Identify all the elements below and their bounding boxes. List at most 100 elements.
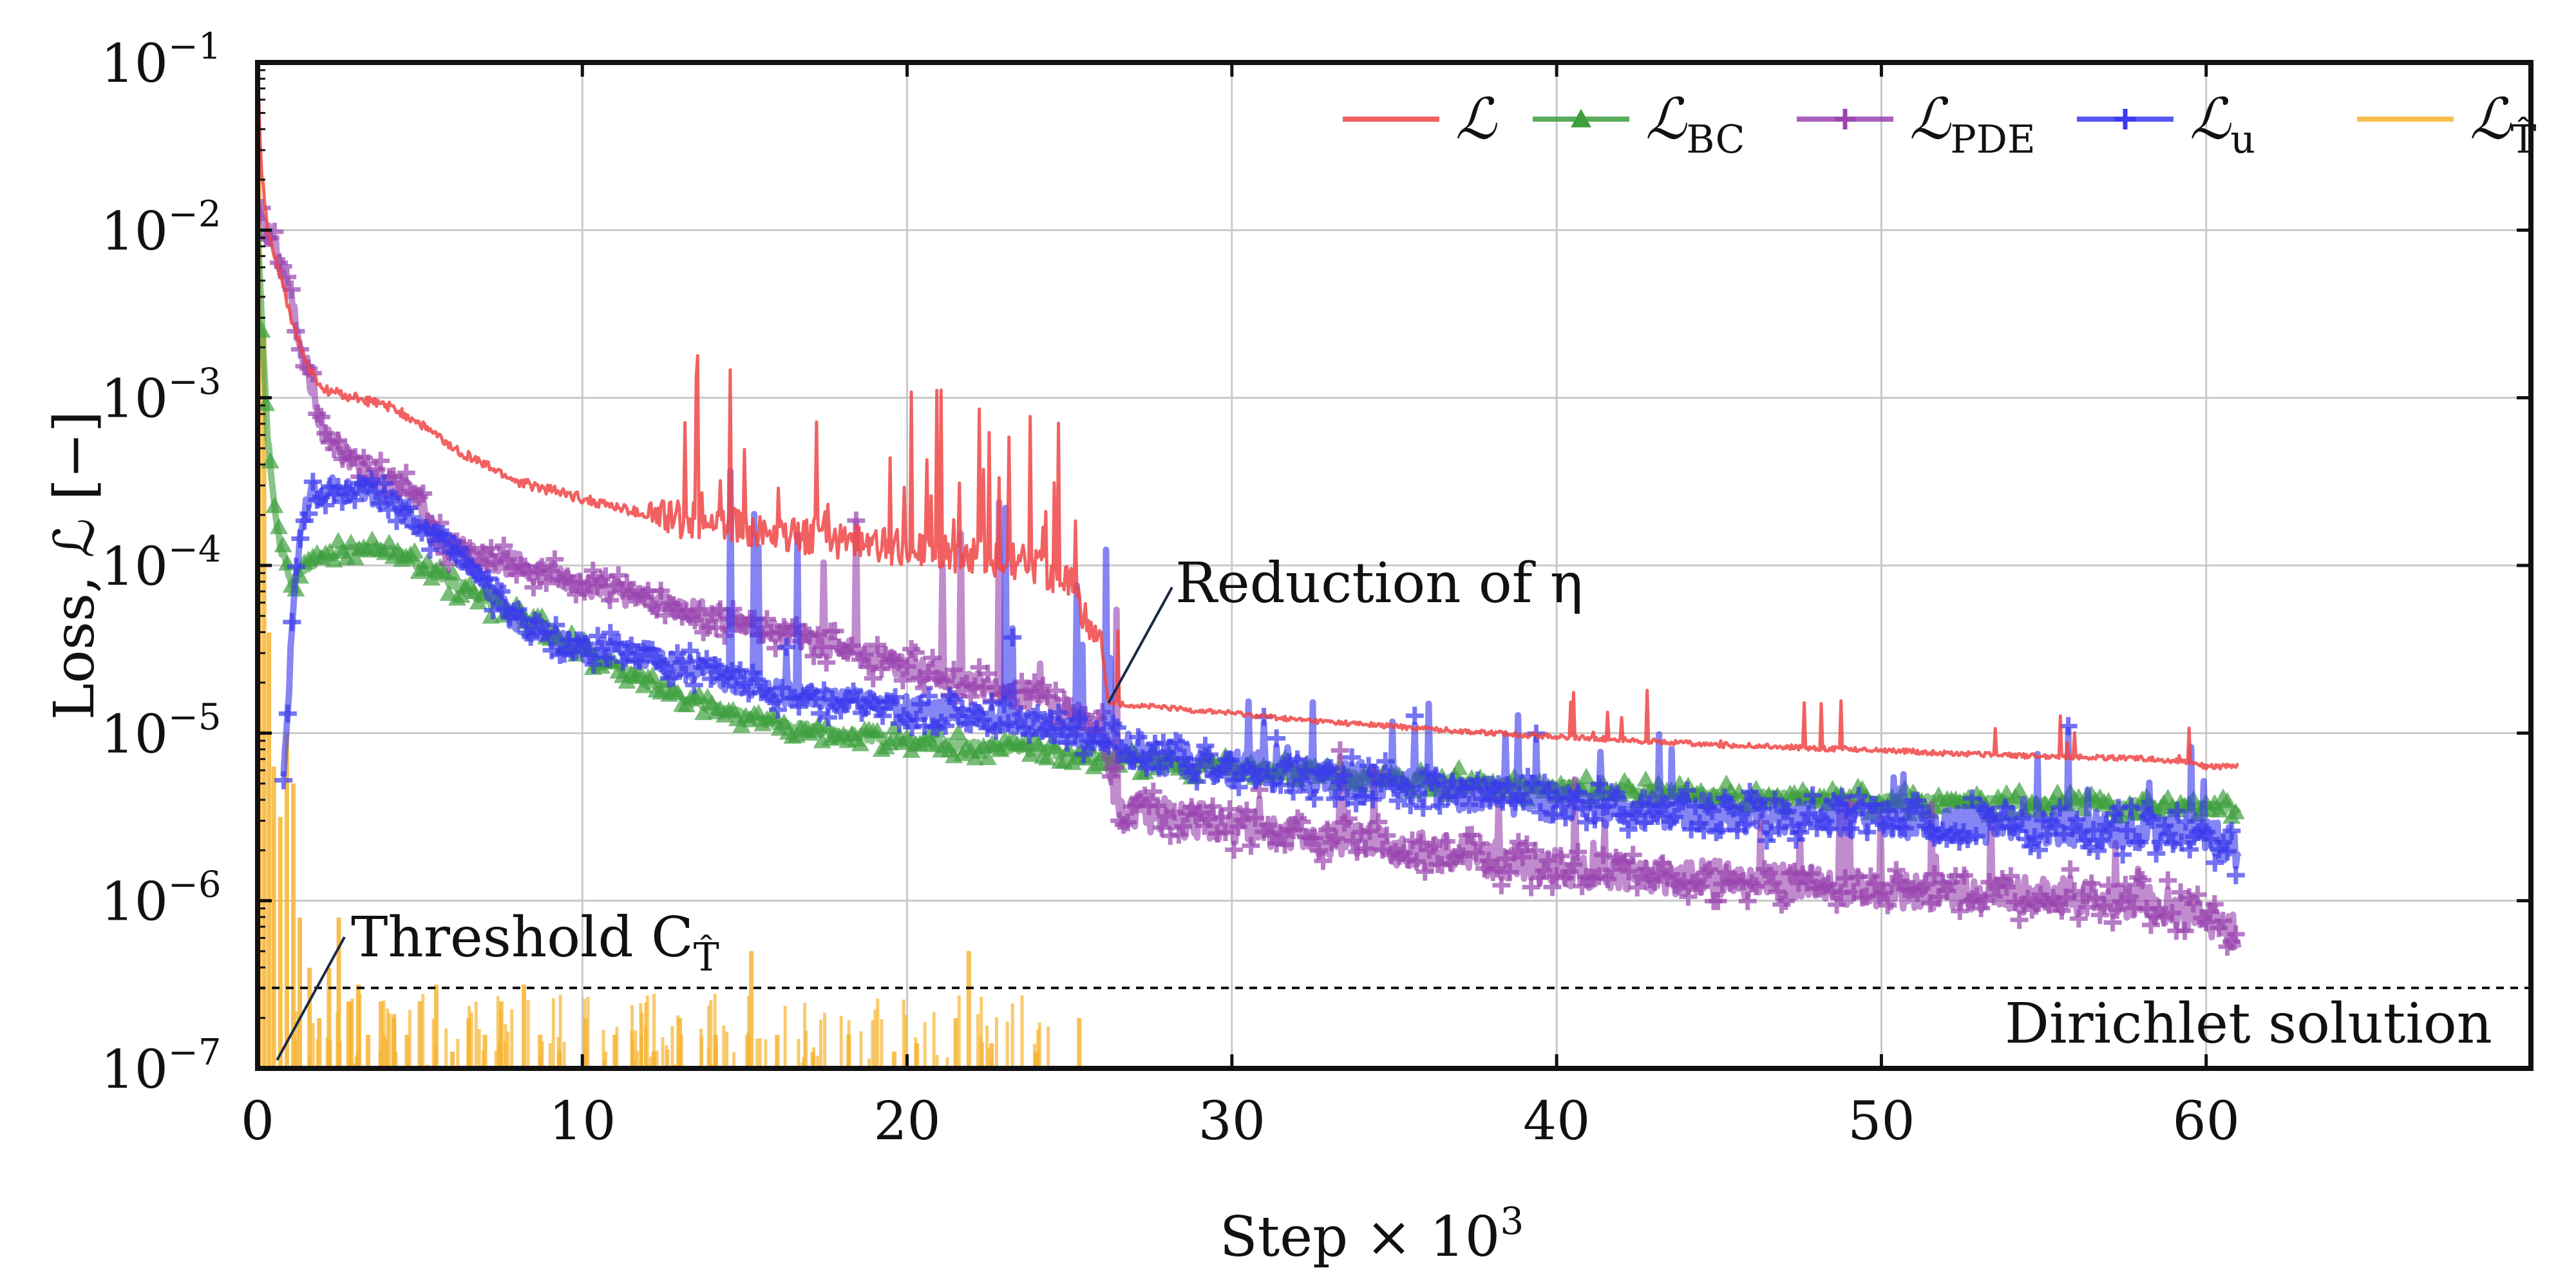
series-marker — [2010, 781, 2029, 798]
series-marker — [1692, 877, 1710, 896]
series-marker — [906, 643, 925, 662]
series-marker — [2159, 871, 2177, 890]
series-marker — [576, 634, 594, 653]
series-marker — [690, 600, 708, 619]
series-marker — [2213, 911, 2232, 930]
series-marker — [397, 464, 415, 482]
series-marker — [1895, 819, 1914, 838]
series-marker — [2050, 799, 2069, 817]
series-marker — [1288, 750, 1307, 769]
series-marker — [400, 498, 419, 517]
series-marker — [1501, 863, 1519, 882]
series-marker — [1144, 782, 1162, 801]
series-marker — [325, 551, 343, 568]
series-marker — [630, 652, 649, 670]
series-marker — [1917, 875, 1935, 894]
series-marker — [1649, 806, 1667, 825]
series-marker — [978, 748, 997, 766]
series-marker — [1620, 862, 1638, 880]
series-marker — [898, 657, 916, 676]
series-marker — [439, 554, 458, 573]
series-marker — [886, 688, 905, 706]
x-axis-label: Step × 103 — [1220, 1199, 1524, 1269]
series-marker — [2038, 826, 2057, 844]
series-marker — [2120, 887, 2139, 906]
series-marker — [1875, 815, 1893, 834]
series-marker — [597, 649, 616, 667]
series-marker — [1141, 744, 1160, 763]
series-total — [258, 64, 2239, 771]
series-marker — [1466, 844, 1485, 862]
series-marker — [1850, 787, 1868, 806]
series-marker — [2226, 802, 2245, 820]
series-marker — [945, 661, 963, 679]
series-marker — [804, 647, 823, 665]
series-marker — [537, 574, 556, 592]
series-marker — [547, 616, 565, 634]
series-marker — [1766, 790, 1785, 809]
series-marker — [1038, 749, 1057, 766]
series-marker — [1730, 782, 1748, 799]
y-tick-label: 10−1 — [101, 26, 222, 95]
series-marker — [618, 574, 636, 592]
series-marker — [1700, 860, 1719, 879]
series-marker — [1108, 718, 1126, 737]
series-marker — [1497, 776, 1516, 795]
series-marker — [1837, 801, 1855, 820]
series-marker — [2175, 922, 2194, 940]
series-marker — [2210, 801, 2228, 818]
series-marker — [1430, 797, 1449, 815]
series-marker — [643, 667, 662, 683]
series-marker — [1958, 829, 1977, 848]
x-tick-label: 0 — [241, 1091, 274, 1152]
series-marker — [2078, 898, 2097, 916]
series-marker — [961, 715, 980, 734]
series-marker — [1267, 729, 1286, 748]
y-tick-label: 10−4 — [101, 529, 222, 598]
series-marker — [1433, 856, 1452, 875]
series-marker — [2013, 809, 2032, 828]
series-marker — [773, 679, 791, 697]
series-marker — [2095, 896, 2114, 914]
series-marker — [1129, 728, 1148, 746]
series-marker — [2010, 911, 2029, 929]
series-marker — [2176, 812, 2195, 831]
annotations: Reduction of η Threshold CT̂ Dirichlet s… — [276, 551, 2492, 1061]
series-marker — [643, 641, 661, 659]
series-marker — [1866, 875, 1884, 893]
legend-item: ℒPDE — [1797, 86, 2036, 162]
series-marker — [731, 661, 750, 679]
series-marker — [1321, 759, 1340, 777]
series-marker — [1522, 878, 1540, 896]
series-marker — [1246, 809, 1265, 828]
series-marker — [1925, 865, 1944, 884]
series-marker — [1552, 797, 1571, 816]
series-marker — [1331, 741, 1349, 760]
series-marker — [710, 658, 728, 676]
series-marker — [316, 424, 335, 442]
series-marker — [283, 612, 301, 631]
series-marker — [826, 621, 844, 640]
series-marker — [1171, 734, 1189, 752]
y-tick-label: 10−2 — [101, 193, 222, 262]
series-marker — [1577, 768, 1596, 784]
series-marker — [634, 677, 653, 694]
series-marker — [1463, 826, 1481, 844]
series-marker — [2218, 791, 2237, 808]
series-marker — [1410, 784, 1428, 803]
dirichlet-solution-label: Dirichlet solution — [2005, 992, 2492, 1056]
series-marker — [1259, 761, 1278, 779]
series-marker — [2141, 916, 2160, 934]
series-marker — [1355, 787, 1374, 806]
series-marker — [1950, 832, 1969, 851]
series-marker — [405, 542, 424, 559]
series-marker — [1586, 810, 1604, 829]
series-marker — [1753, 799, 1772, 818]
series-marker — [1514, 792, 1533, 811]
series-marker — [1985, 887, 2003, 905]
series-marker — [1074, 745, 1093, 764]
series-marker — [584, 655, 603, 674]
series-marker — [1709, 892, 1727, 911]
